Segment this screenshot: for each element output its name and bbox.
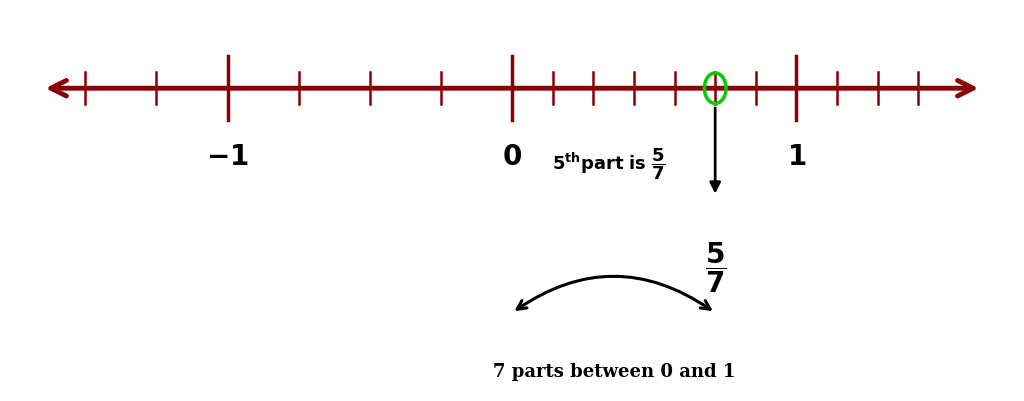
Text: $\mathbf{-1}$: $\mathbf{-1}$ bbox=[206, 144, 249, 171]
Text: $\mathbf{\dfrac{5}{7}}$: $\mathbf{\dfrac{5}{7}}$ bbox=[705, 241, 726, 295]
Text: 7 parts between 0 and 1: 7 parts between 0 and 1 bbox=[494, 363, 735, 381]
Text: $\mathbf{0}$: $\mathbf{0}$ bbox=[502, 144, 522, 171]
Text: $\mathbf{5^{th}}$$\mathbf{part\ is\ \dfrac{5}{7}}$: $\mathbf{5^{th}}$$\mathbf{part\ is\ \dfr… bbox=[552, 147, 666, 182]
Text: $\mathbf{1}$: $\mathbf{1}$ bbox=[786, 144, 806, 171]
FancyArrowPatch shape bbox=[517, 276, 710, 309]
